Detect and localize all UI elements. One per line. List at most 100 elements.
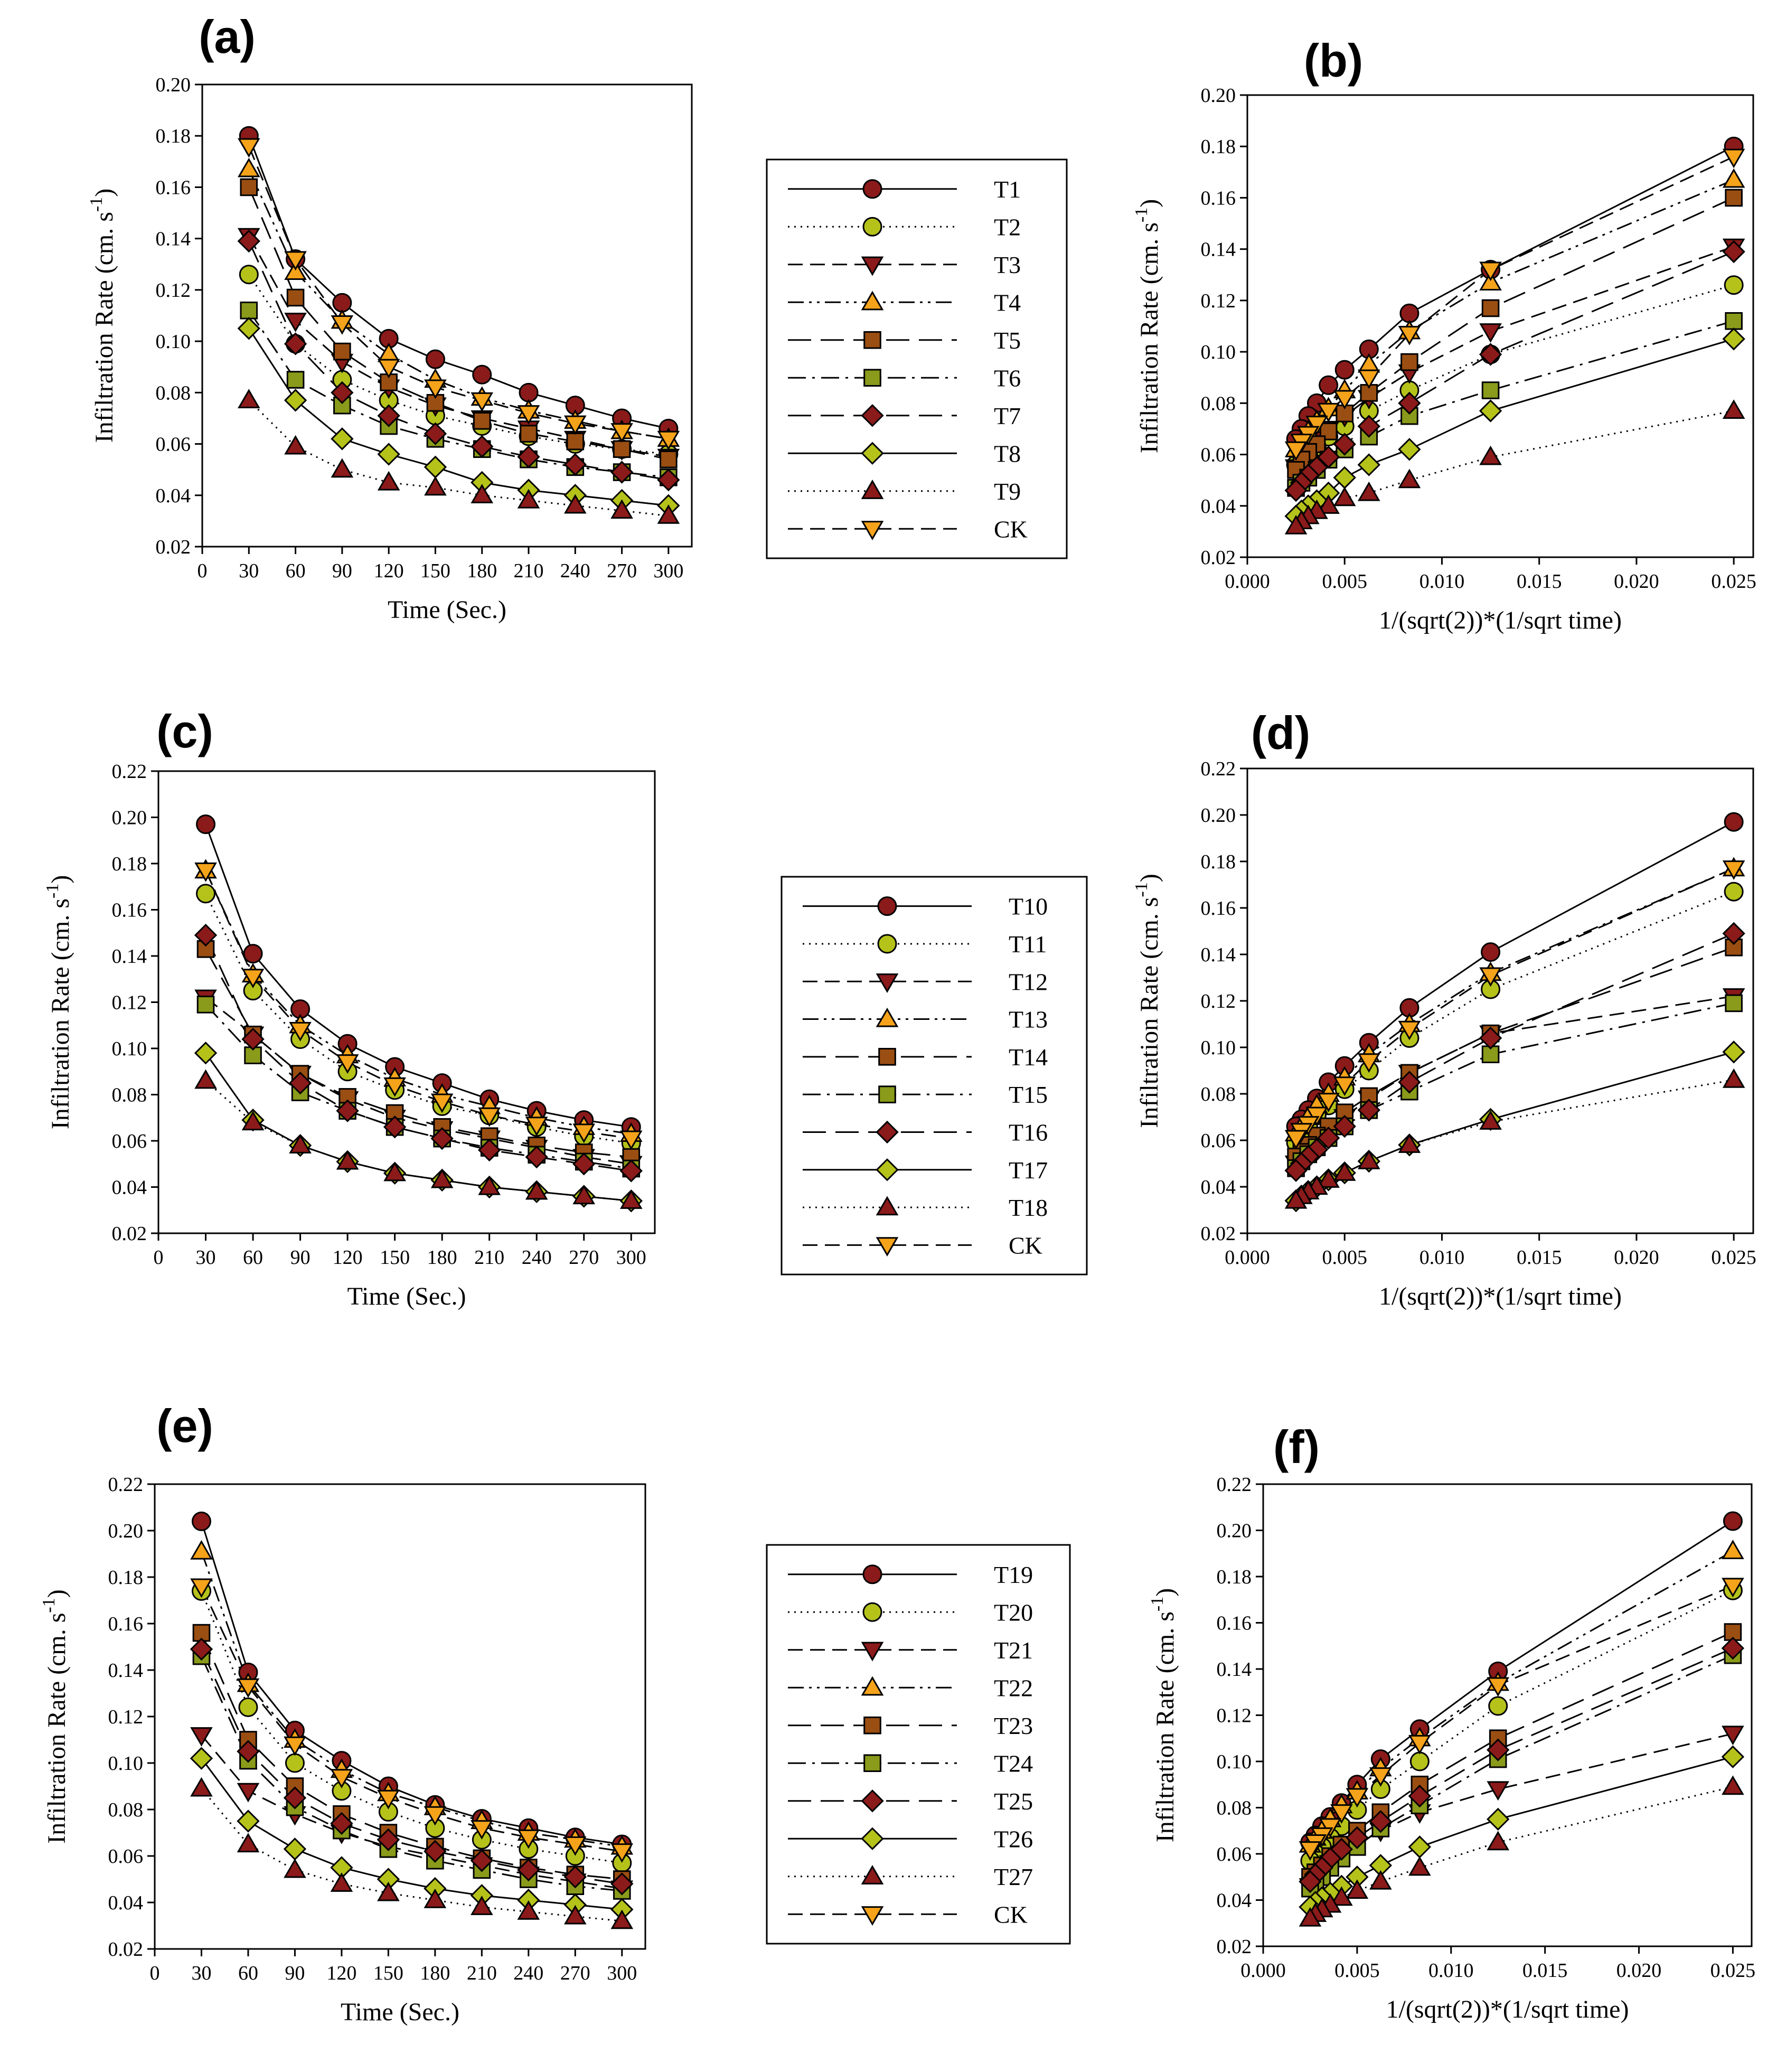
data-point-t27 [471,1896,493,1915]
x-tick-label: 0.010 [1419,1246,1465,1269]
data-point-t7 [471,435,494,458]
series-line-t14 [205,949,632,1158]
y-axis-title-superscript: -1 [87,197,106,212]
x-tick-label: 240 [513,1962,543,1984]
series-line-t1 [248,135,669,429]
legend-marker-t14 [878,1048,896,1066]
series-line-t6 [248,310,669,479]
y-axis-title: Infiltration Rate (cm. s-1) [1148,1588,1179,1843]
data-point-t9 [331,458,354,478]
x-tick-label: 0.025 [1710,1960,1756,1982]
y-tick-label: 0.12 [156,279,191,302]
legend-marker-t24 [863,1754,881,1773]
series-line-t13 [205,870,632,1135]
y-tick-label: 0.02 [1217,1936,1252,1958]
data-point-t18 [1722,1068,1745,1088]
y-tick-label: 0.12 [112,992,147,1014]
y-axis-title: Infiltration Rate (cm. s-1) [87,189,118,443]
data-point-t22 [190,1540,213,1560]
x-tick-label: 0 [198,560,208,582]
x-tick-label: 120 [333,1246,363,1269]
y-tick-label: 0.06 [1201,1130,1236,1152]
legend-marker-t20 [862,1602,882,1622]
data-point-t25 [1408,1784,1432,1808]
data-point-t16 [572,1152,596,1176]
y-axis-title-superscript: -1 [1148,1597,1167,1611]
y-tick-label: 0.10 [108,1752,144,1775]
data-point-t4 [1357,353,1380,373]
data-point-ck [1722,1578,1744,1598]
data-point-t25 [190,1637,213,1661]
y-tick-label: 0.04 [108,1892,144,1914]
x-tick-label: 0 [154,1246,164,1269]
data-point-t27 [563,1905,587,1925]
y-axis-title-superscript: -1 [1132,208,1151,222]
y-axis-title-main: Infiltration Rate (cm. s [43,1613,71,1844]
data-point-t4 [1479,271,1502,290]
data-point-t7 [284,332,307,355]
y-tick-label: 0.08 [156,382,191,404]
data-point-t5 [1400,353,1418,371]
data-point-t20 [238,1697,258,1717]
data-point-t16 [1305,1138,1329,1161]
legend-marker-t27 [861,1865,884,1885]
data-point-t18 [478,1175,501,1195]
data-point-t26 [1408,1835,1432,1859]
data-point-t20 [1409,1751,1430,1771]
legend-label-t18: T18 [1009,1194,1048,1221]
legend-label-t11: T11 [1009,931,1047,958]
data-point-ck [237,1678,260,1698]
legend-label-t2: T2 [994,213,1021,240]
x-tick-label: 0.005 [1322,570,1367,593]
data-point-t18 [1317,1168,1340,1188]
data-point-t1 [1399,303,1419,323]
legend-marker-t17 [876,1158,899,1182]
data-point-t16 [288,1071,312,1095]
y-tick-label: 0.12 [1217,1705,1252,1727]
data-point-t27 [1369,1870,1392,1890]
legend-marker-t11 [877,934,897,954]
y-axis-title: Infiltration Rate (cm. s-1) [1132,199,1163,454]
data-point-t5 [473,412,491,430]
x-tick-label: 180 [467,560,497,582]
data-point-ck [377,1789,400,1810]
legend-label-t21: T21 [994,1637,1033,1664]
data-point-t9 [1333,486,1356,507]
legend-label-t27: T27 [994,1863,1033,1890]
data-point-ck [383,1077,406,1097]
series-line-t10 [1295,821,1734,1127]
data-point-t5 [240,178,258,196]
legend-label-t22: T22 [994,1674,1033,1701]
data-point-ck [517,405,540,425]
data-point-ck [424,379,447,399]
data-point-t5 [333,342,351,361]
series-line-t16 [1295,933,1734,1171]
data-point-t18 [1357,1149,1380,1169]
data-point-t5 [286,288,305,307]
data-point-t23 [192,1624,211,1642]
data-point-t7 [1722,240,1745,264]
data-point-t19 [1723,1511,1743,1531]
y-tick-label: 0.10 [112,1038,147,1060]
data-point-t7 [1479,343,1502,366]
data-point-t27 [1408,1856,1431,1876]
panel-label: (c) [156,705,213,757]
data-point-t25 [563,1865,587,1889]
x-axis-title: Time (Sec.) [347,1282,466,1310]
y-tick-label: 0.18 [1217,1566,1252,1588]
x-tick-label: 150 [380,1246,410,1269]
x-tick-label: 60 [243,1246,263,1269]
x-tick-label: 300 [653,560,683,582]
data-point-t21 [237,1783,260,1803]
panel-a: (a) 0.02 0.04 0.06 0.08 0.10 0.12 0.14 0.16 0.18 0… [87,11,693,624]
data-point-ck [525,1117,548,1137]
legend-label-t12: T12 [1009,968,1048,995]
y-tick-label: 0.16 [1201,897,1236,920]
data-point-t8 [1357,453,1380,476]
legend-label-t10: T10 [1009,893,1048,920]
y-axis-title-close: ) [1135,874,1163,882]
legend-marker-t25 [861,1789,884,1813]
data-point-t9 [1357,481,1380,501]
x-tick-label: 0.000 [1225,570,1270,593]
data-point-t7 [237,229,260,253]
